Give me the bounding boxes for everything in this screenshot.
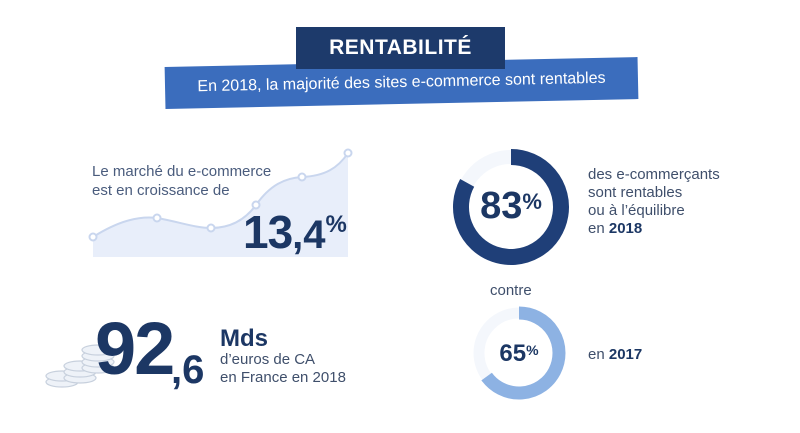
- stat-2017-text: en 2017: [588, 346, 642, 363]
- growth-value-pct: %: [325, 211, 347, 238]
- revenue-unit: Mds: [220, 325, 268, 352]
- growth-label-line1: Le marché du e-commerce: [92, 163, 272, 180]
- subtitle: En 2018, la majorité des sites e-commerc…: [197, 69, 606, 96]
- stat-2018-line1: des e-commerçants: [588, 166, 720, 183]
- page-title: RENTABILITÉ: [329, 36, 472, 59]
- ring-2017-arc: [481, 306, 566, 400]
- revenue-int: 92: [95, 307, 175, 390]
- contre-label: contre: [490, 282, 532, 299]
- coins-icon: [45, 344, 115, 388]
- ring-2018-number: 83: [480, 185, 523, 227]
- revenue-desc-line1: d’euros de CA: [220, 351, 316, 368]
- ring-2017-pct: %: [526, 342, 539, 358]
- growth-point: [251, 200, 261, 210]
- stat-2018-year: 2018: [608, 220, 643, 237]
- growth-value-int: 13: [243, 206, 293, 258]
- growth-value: 13,4%: [243, 205, 347, 259]
- growth-point: [152, 213, 162, 223]
- growth-point: [343, 148, 353, 158]
- ring-2018-arc: [453, 149, 569, 265]
- revenue-dec: ,6: [171, 348, 205, 392]
- growth-value-dec: ,4: [292, 213, 326, 257]
- ring-2017: [473, 306, 566, 400]
- ring-2017-value: 65%: [470, 340, 568, 368]
- stat-2018-line2: sont rentables: [588, 184, 683, 201]
- ring-2018-value: 83%: [449, 185, 573, 228]
- stat-2017-year-prefix: en: [588, 346, 609, 363]
- growth-area: [93, 153, 348, 257]
- growth-label: Le marché du e-commerce est en croissanc…: [92, 162, 282, 200]
- stat-2018-year-line: en 2018: [588, 220, 768, 238]
- title-banner: RENTABILITÉ: [296, 27, 505, 69]
- growth-point: [88, 232, 98, 242]
- growth-point: [297, 172, 307, 182]
- growth-area-chart: [88, 148, 353, 257]
- ring-2018: [453, 149, 569, 265]
- growth-point: [206, 223, 216, 233]
- stat-2018-year-prefix: en: [588, 220, 609, 237]
- ring-2018-pct: %: [522, 189, 542, 214]
- ring-2017-number: 65: [499, 340, 527, 367]
- stat-2018-line3: ou à l’équilibre: [588, 202, 685, 219]
- revenue-desc: d’euros de CA en France en 2018: [220, 351, 380, 387]
- stat-2017-year: 2017: [608, 346, 643, 363]
- growth-label-line2: est en croissance de: [92, 182, 230, 199]
- revenue-desc-line2: en France en 2018: [220, 369, 346, 386]
- stat-2018-text: des e-commerçants sont rentables ou à l’…: [588, 166, 768, 238]
